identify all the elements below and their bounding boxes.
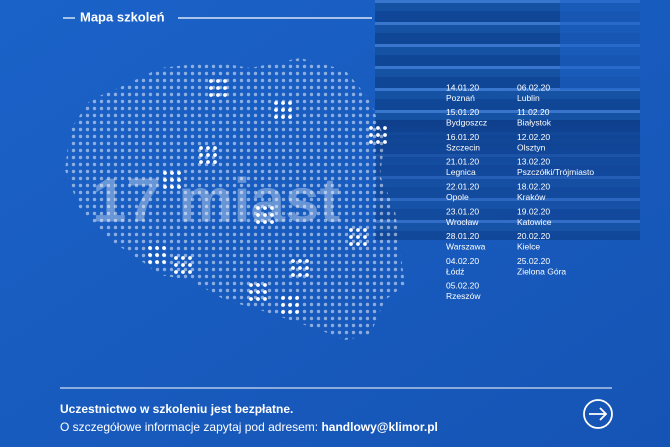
schedule-city: Lublin [517, 93, 540, 103]
schedule-city: Olsztyn [517, 142, 546, 152]
schedule-date: 25.02.20 [517, 256, 550, 266]
schedule-date: 23.01.20 [446, 206, 479, 216]
schedule-city: Poznań [446, 93, 475, 103]
schedule-city: Bydgoszcz [446, 118, 487, 128]
schedule-date: 11.02.20 [517, 107, 550, 117]
footer-email[interactable]: handlowy@klimor.pl [321, 420, 437, 434]
schedule-date: 04.02.20 [446, 256, 479, 266]
schedule-date: 21.01.20 [446, 157, 479, 167]
schedule-city: Wrocław [446, 217, 479, 227]
schedule-date: 20.02.20 [517, 231, 550, 241]
schedule-city: Opole [446, 192, 469, 202]
schedule-date: 16.01.20 [446, 132, 479, 142]
footer-info-text: O szczegółowe informacje zapytaj pod adr… [60, 420, 318, 434]
schedule-city: Zielona Góra [517, 266, 566, 276]
schedule-city: Łódź [446, 266, 464, 276]
schedule-city: Warszawa [446, 242, 486, 252]
schedule-city: Katowice [517, 217, 552, 227]
building-photo [375, 0, 640, 250]
schedule-city: Kielce [517, 242, 540, 252]
schedule-city: Legnica [446, 167, 476, 177]
schedule-date: 28.01.20 [446, 231, 479, 241]
schedule-city: Pszczółki/Trójmiasto [517, 167, 594, 177]
footer-headline: Uczestnictwo w szkoleniu jest bezpłatne. [60, 402, 293, 416]
schedule-date: 22.01.20 [446, 181, 479, 191]
header: Mapa szkoleń [63, 9, 372, 24]
footer-info: O szczegółowe informacje zapytaj pod adr… [60, 420, 438, 434]
schedule-date: 12.02.20 [517, 132, 550, 142]
schedule-city: Białystok [517, 118, 552, 128]
schedule-date: 06.02.20 [517, 82, 550, 92]
schedule-city: Szczecin [446, 142, 480, 152]
schedule-city: Kraków [517, 192, 546, 202]
schedule-date: 05.02.20 [446, 281, 479, 291]
schedule-city: Rzeszów [446, 291, 481, 301]
header-title: Mapa szkoleń [80, 9, 165, 24]
schedule-date: 19.02.20 [517, 206, 550, 216]
map-label: 17 miast [92, 166, 340, 235]
schedule-date: 18.02.20 [517, 181, 550, 191]
schedule-date: 13.02.20 [517, 157, 550, 167]
schedule-date: 14.01.20 [446, 82, 479, 92]
schedule-date: 15.01.20 [446, 107, 479, 117]
arrow-button[interactable] [583, 399, 613, 429]
